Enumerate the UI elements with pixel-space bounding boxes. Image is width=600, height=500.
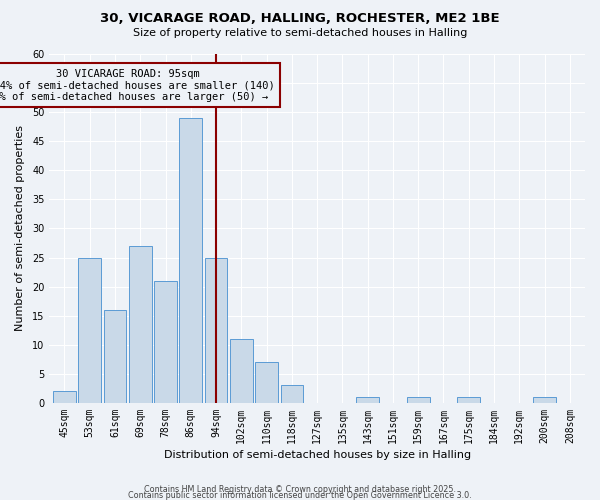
Text: 30, VICARAGE ROAD, HALLING, ROCHESTER, ME2 1BE: 30, VICARAGE ROAD, HALLING, ROCHESTER, M… (100, 12, 500, 26)
Bar (104, 310, 127, 403)
Bar (255, 362, 278, 403)
Y-axis label: Number of semi-detached properties: Number of semi-detached properties (15, 126, 25, 332)
Bar (154, 281, 177, 403)
Bar (129, 246, 152, 403)
Bar (281, 386, 303, 403)
Bar (205, 258, 227, 403)
Bar (407, 397, 430, 403)
X-axis label: Distribution of semi-detached houses by size in Halling: Distribution of semi-detached houses by … (164, 450, 471, 460)
Bar (53, 392, 76, 403)
Bar (533, 397, 556, 403)
Text: Contains public sector information licensed under the Open Government Licence 3.: Contains public sector information licen… (128, 491, 472, 500)
Bar (457, 397, 480, 403)
Bar (79, 258, 101, 403)
Bar (230, 339, 253, 403)
Bar (179, 118, 202, 403)
Bar (356, 397, 379, 403)
Text: Size of property relative to semi-detached houses in Halling: Size of property relative to semi-detach… (133, 28, 467, 38)
Text: 30 VICARAGE ROAD: 95sqm
← 74% of semi-detached houses are smaller (140)
26% of s: 30 VICARAGE ROAD: 95sqm ← 74% of semi-de… (0, 68, 275, 102)
Text: Contains HM Land Registry data © Crown copyright and database right 2025.: Contains HM Land Registry data © Crown c… (144, 485, 456, 494)
